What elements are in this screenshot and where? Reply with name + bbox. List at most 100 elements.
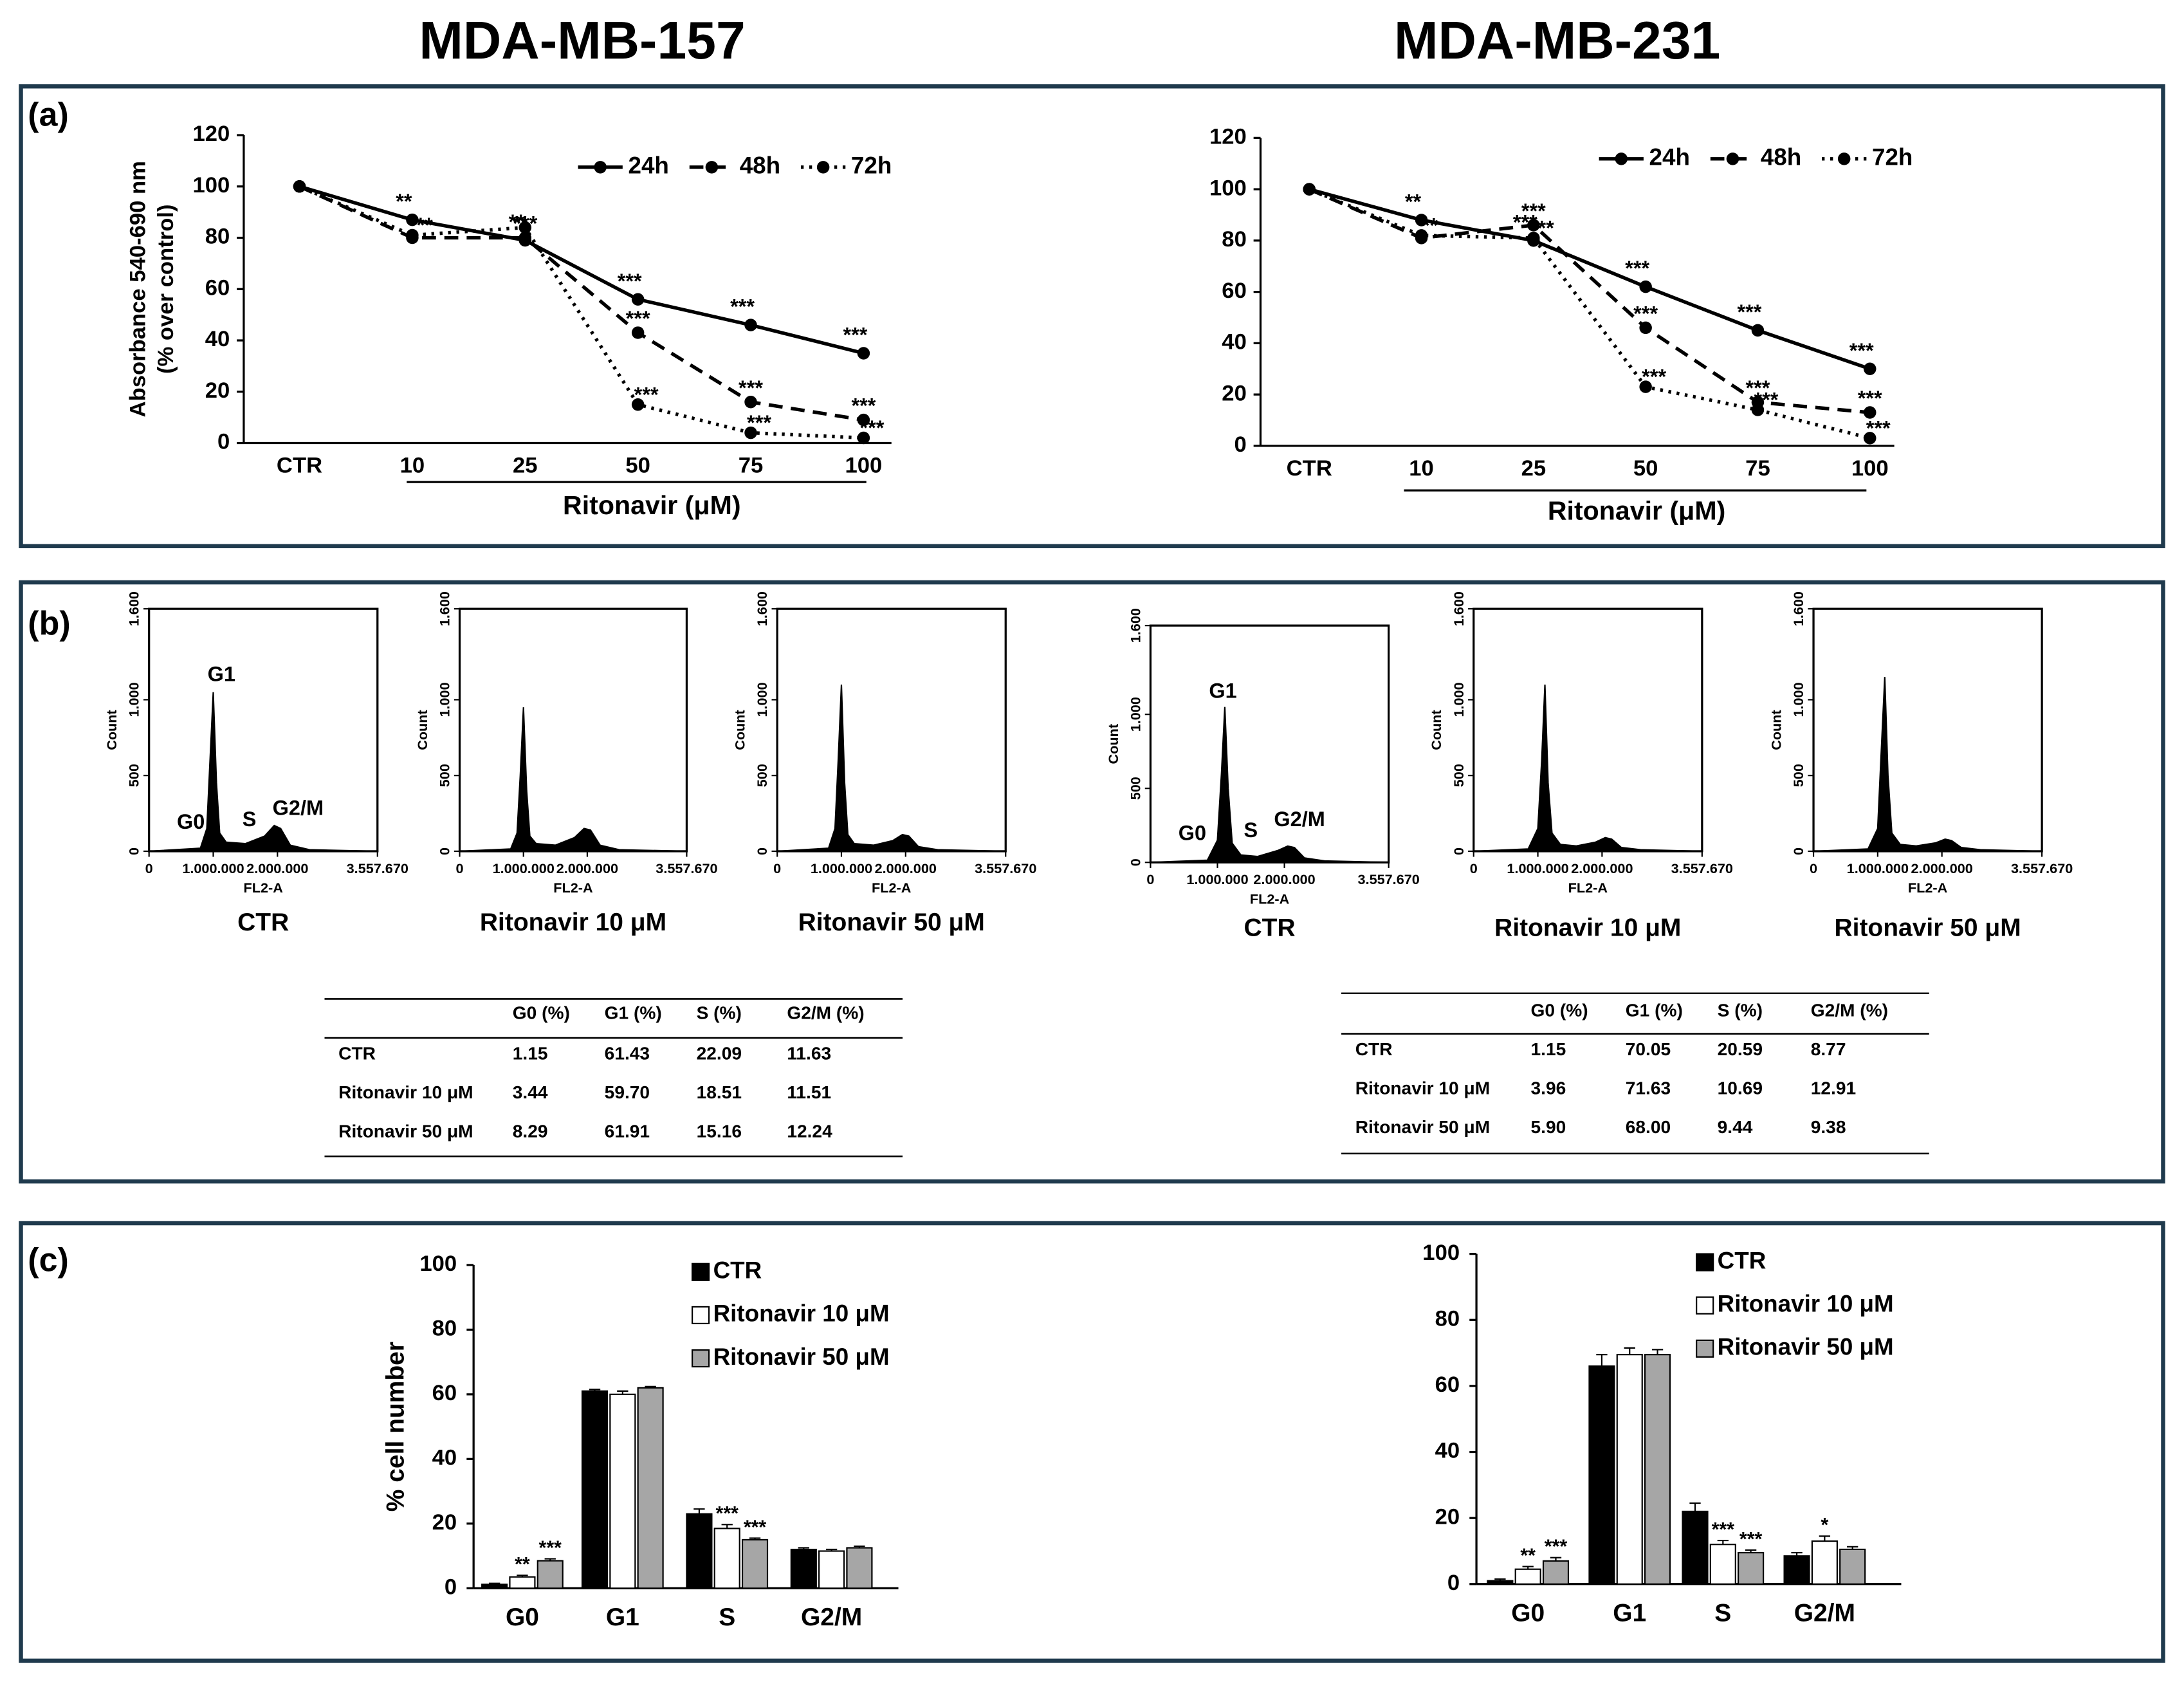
bar [481,1584,508,1589]
plot-frame [458,607,688,853]
data-point [406,213,419,226]
significance-label: *** [634,383,659,406]
y-tick-label: 500 [126,764,142,787]
data-point [1415,229,1428,242]
significance-label: ** [1520,1545,1536,1566]
y-axis-label: Count [104,710,120,750]
bar [1644,1354,1671,1585]
significance-label: *** [1858,387,1882,410]
data-point [1527,219,1540,232]
x-tick-label: G1 [606,1603,639,1631]
caption: CTR [237,909,289,936]
table-cell: 3.96 [1531,1078,1566,1098]
table-cell: CTR [1355,1039,1393,1059]
error-bar [1847,1546,1858,1549]
y-axis-label: (% over control) [154,204,178,374]
phase-label: G2/M [1274,808,1325,831]
y-axis-label: % cell number [381,1342,409,1511]
legend-swatch [1696,1253,1714,1271]
x-tick-label: 0 [455,860,463,876]
significance-label: *** [1712,1519,1735,1540]
x-tick-label: 3.557.670 [656,860,717,876]
significance-label: *** [716,1503,739,1524]
significance-label: ** [1422,214,1438,237]
y-tick-label: 1.000 [437,682,453,717]
table-cell: 18.51 [697,1082,742,1102]
panel-frame [19,84,2165,548]
error-bar [798,1547,809,1550]
phase-label: G1 [208,663,235,686]
histogram-area [1473,684,1702,852]
y-tick-label: 40 [1222,330,1247,355]
error-bar [1624,1347,1635,1355]
y-tick-label: 1.000 [1451,682,1467,717]
x-tick-label: 1.000.000 [1507,860,1568,876]
legend-label: 48h [1761,144,1801,171]
phase-label: G0 [177,810,205,833]
x-axis-label: FL2-A [244,880,284,896]
x-tick-label: 3.557.670 [975,860,1036,876]
table-cell: Ritonavir 50 μM [1355,1117,1490,1137]
error-bar [1494,1578,1506,1581]
significance-label: *** [1625,257,1649,280]
x-tick-label: 0 [773,860,781,876]
y-tick-label: 500 [1128,777,1144,800]
data-point [857,347,870,360]
legend-marker [1615,152,1628,165]
data-point [1863,432,1877,445]
x-axis-label: FL2-A [872,880,912,896]
significance-label: *** [1642,365,1666,389]
data-point [631,398,645,411]
x-tick-label: 0 [145,860,153,876]
significance-label: *** [739,376,763,400]
x-tick-label: 3.557.670 [1671,860,1733,876]
y-tick-label: 40 [432,1446,457,1470]
x-axis-label: FL2-A [1908,880,1948,896]
x-tick-label: CTR [277,453,322,477]
table-cell: CTR [338,1043,376,1063]
caption: CTR [1244,914,1296,941]
y-tick-label: 0 [754,847,770,855]
table-cell: 22.09 [697,1043,742,1063]
x-tick-label: 2.000.000 [556,860,618,876]
data-point [1863,406,1877,419]
y-tick-label: 1.000 [1790,682,1806,717]
table-header: G1 (%) [605,1003,662,1023]
y-tick-label: 20 [205,378,230,403]
table-header: G0 (%) [1531,1000,1588,1020]
error-bar [645,1385,656,1388]
bar [537,1560,564,1589]
y-tick-label: 0 [445,1575,457,1599]
x-tick-label: G1 [1613,1600,1646,1627]
series-line [1308,187,1871,371]
panel-label: (a) [28,97,68,134]
x-tick-label: 10 [400,453,425,477]
table-cell: 8.77 [1811,1039,1846,1059]
bar [1542,1560,1570,1585]
x-tick-label: 1.000.000 [1847,860,1909,876]
x-tick-label: 100 [1851,456,1889,481]
significance-label: *** [1745,376,1770,400]
data-point [857,431,870,445]
significance-label: *** [618,270,642,293]
x-tick-label: 1.000.000 [182,860,244,876]
error-bar [825,1548,838,1551]
y-tick-label: 0 [1447,1571,1460,1595]
y-tick-label: 0 [126,847,142,855]
error-bar [617,1390,629,1394]
legend-swatch [1696,1339,1714,1358]
y-tick-label: 20 [432,1510,457,1535]
legend-swatch [692,1349,710,1368]
x-tick-label: 10 [1409,456,1434,481]
phase-label: G0 [1179,822,1206,845]
table-cell: 59.70 [605,1082,650,1102]
x-tick-label: 2.000.000 [875,860,937,876]
data-point [1863,362,1877,375]
table-cell: 1.15 [513,1043,548,1063]
histogram-area [149,692,378,852]
significance-label: *** [1849,339,1874,362]
y-tick-label: 500 [754,764,770,787]
series-line [298,185,864,440]
bar [1616,1354,1643,1585]
